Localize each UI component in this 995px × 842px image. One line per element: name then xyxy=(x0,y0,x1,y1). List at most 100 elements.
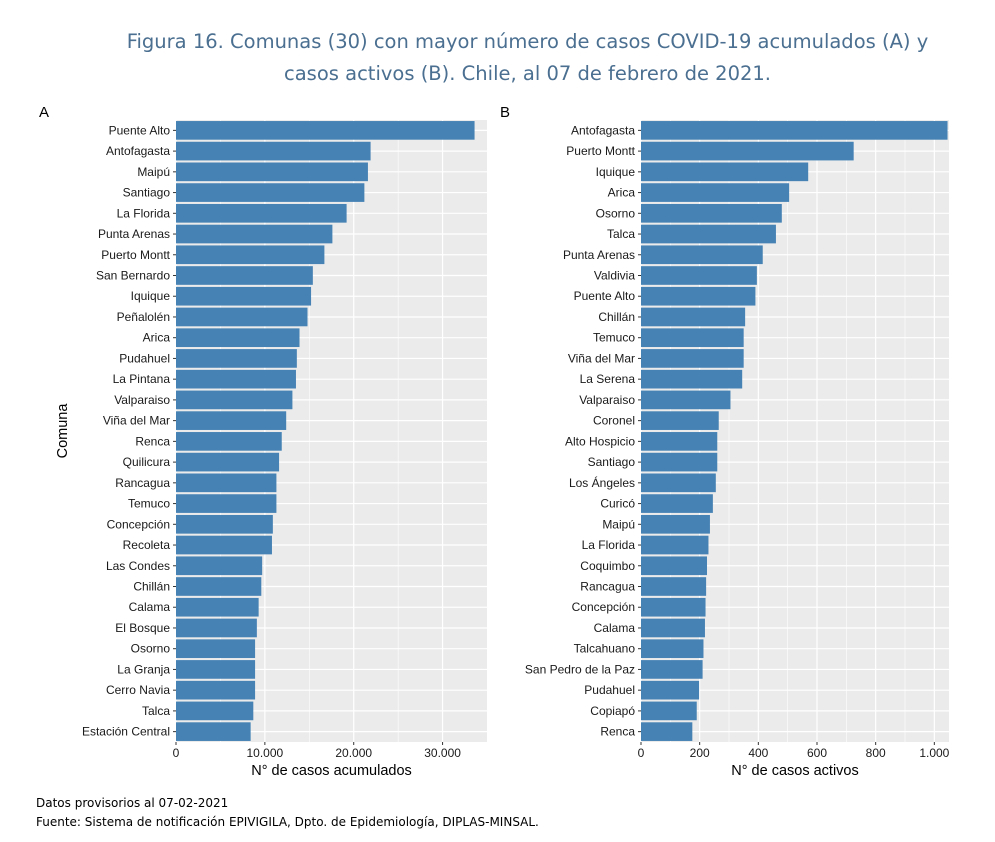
panel-b-background xyxy=(641,120,949,742)
panel-a-bar xyxy=(176,183,365,202)
panel-a-category-label: Puente Alto xyxy=(109,123,171,137)
panel-a-category-label: Puerto Montt xyxy=(101,248,170,262)
panel-a-category-label: La Granja xyxy=(117,662,170,676)
panel-b-bar xyxy=(641,183,790,202)
panel-a-bar xyxy=(176,245,325,265)
panel-a-category-label: Santiago xyxy=(123,186,171,200)
panel-b-category-label: Iquique xyxy=(596,165,636,179)
panel-a-category-label: Las Condes xyxy=(106,559,170,573)
panel-b-bar xyxy=(641,369,743,389)
panel-a-bar xyxy=(176,639,256,659)
panel-a-bar xyxy=(176,411,287,430)
panel-b-category-label: Valparaiso xyxy=(579,393,635,407)
panel-a-bar xyxy=(176,556,263,576)
panel-b-category-label: Curicó xyxy=(600,497,635,511)
panel-a-bar xyxy=(176,701,254,721)
panel-a-category-label: Osorno xyxy=(131,642,171,656)
panel-b-bar xyxy=(641,141,854,161)
panel-b-x-tick-label: 600 xyxy=(807,746,827,760)
panel-a-bar xyxy=(176,328,300,348)
panel-a-category-label: El Bosque xyxy=(115,621,170,635)
panel-b-category-label: La Serena xyxy=(580,372,636,386)
panel-b-category-label: Temuco xyxy=(593,331,635,345)
panel-b-category-label: Antofagasta xyxy=(571,123,635,137)
note-source: Fuente: Sistema de notificación EPIVIGIL… xyxy=(36,815,539,829)
panel-a-bar xyxy=(176,535,272,555)
panel-b-category-label: Talcahuano xyxy=(574,642,636,656)
panel-a-category-label: Temuco xyxy=(128,497,170,511)
panel-a-background xyxy=(176,120,487,742)
panel-a-bar xyxy=(176,203,347,223)
panel-a-x-tick-label: 0 xyxy=(173,746,180,760)
panel-a-bar xyxy=(176,121,475,140)
panel-b-bar xyxy=(641,597,706,617)
panel-b-category-label: San Pedro de la Paz xyxy=(525,662,635,676)
panel-b-bar xyxy=(641,286,756,306)
panel-b-bar xyxy=(641,639,704,659)
panel-a-bar xyxy=(176,473,277,493)
panel-b-bar xyxy=(641,390,731,410)
panel-b-x-tick-label: 800 xyxy=(866,746,886,760)
figure-notes: Datos provisorios al 07-02-2021 Fuente: … xyxy=(36,794,539,832)
panel-b-category-label: Talca xyxy=(607,227,635,241)
panel-a-category-label: Rancagua xyxy=(115,476,170,490)
panel-b-category-label: Coronel xyxy=(593,414,635,428)
panel-a-bar xyxy=(176,349,297,368)
panel-a-y-axis-title: Comuna xyxy=(55,403,71,459)
panel-b-bar xyxy=(641,722,693,741)
panel-b-category-label: Calama xyxy=(594,621,636,635)
panel-a-category-label: La Pintana xyxy=(113,372,171,386)
panel-a-category-label: Antofagasta xyxy=(106,144,170,158)
panel-b-category-label: Punta Arenas xyxy=(563,248,635,262)
panel-a-x-tick-label: 20.000 xyxy=(335,746,372,760)
panel-b-bar xyxy=(641,224,776,244)
panel-a-category-label: Viña del Mar xyxy=(103,414,170,428)
panel-b-category-label: Valdivia xyxy=(594,269,635,283)
panel-a-category-label: Punta Arenas xyxy=(98,227,170,241)
panel-a-bar xyxy=(176,307,308,327)
panel-b-bar xyxy=(641,618,705,638)
panel-b-category-label: La Florida xyxy=(582,538,636,552)
panel-a-bar xyxy=(176,494,277,513)
panel-b-bar xyxy=(641,349,744,368)
panel-a-x-tick-label: 30.000 xyxy=(424,746,461,760)
panel-b-bar xyxy=(641,494,713,513)
panel-a-x-tick-label: 10.000 xyxy=(247,746,284,760)
panel-b-bar xyxy=(641,535,709,555)
panel-b-x-tick-label: 400 xyxy=(748,746,768,760)
panel-b-category-label: Copiapó xyxy=(590,704,635,718)
panel-a-bar xyxy=(176,369,296,389)
panel-a-bar xyxy=(176,432,282,451)
panel-b-bar xyxy=(641,245,763,265)
panel-b-bar xyxy=(641,452,718,472)
panel-b-x-tick-label: 1.000 xyxy=(919,746,949,760)
panel-a-category-label: Chillán xyxy=(133,580,170,594)
panel-a-bar xyxy=(176,266,313,285)
panel-b-category-label: Alto Hospicio xyxy=(565,434,635,448)
panel-a-bar xyxy=(176,514,273,534)
panel-a-category-label: Recoleta xyxy=(123,538,171,552)
panel-a-bar xyxy=(176,597,259,617)
panel-b-category-label: Coquimbo xyxy=(580,559,635,573)
panel-a-x-axis-title: N° de casos acumulados xyxy=(251,763,412,779)
panel-a-category-label: Renca xyxy=(135,434,170,448)
panel-a-bar xyxy=(176,452,280,472)
panel-b-bar xyxy=(641,514,710,534)
panel-b-category-label: Puente Alto xyxy=(574,289,636,303)
panel-b-x-tick-label: 0 xyxy=(638,746,645,760)
panel-a-category-label: Estación Central xyxy=(82,725,170,739)
panel-b-category-label: Pudahuel xyxy=(584,683,635,697)
panel-a-category-label: Quilicura xyxy=(123,455,171,469)
panel-a-category-label: Cerro Navia xyxy=(106,683,170,697)
panel-a-category-label: Valparaiso xyxy=(114,393,170,407)
panel-b-bar xyxy=(641,701,697,721)
figure-title-line2: casos activos (B). Chile, al 07 de febre… xyxy=(284,62,771,85)
panel-a-category-label: San Bernardo xyxy=(96,269,170,283)
panel-b-bar xyxy=(641,307,746,327)
panel-b-category-label: Renca xyxy=(600,725,635,739)
panel-a-bar xyxy=(176,577,262,596)
panel-b-category-label: Chillán xyxy=(598,310,635,324)
panel-a-tag: A xyxy=(39,104,49,121)
panel-a-category-label: Arica xyxy=(143,331,171,345)
